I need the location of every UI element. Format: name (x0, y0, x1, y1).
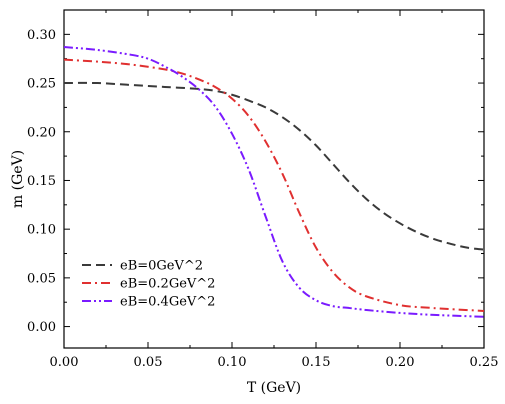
y-tick-label: 0.20 (27, 125, 56, 140)
x-tick-label: 0.05 (134, 355, 163, 370)
series-layer (63, 46, 485, 318)
x-tick-label: 0.20 (386, 355, 415, 370)
series-line-1 (63, 81, 485, 251)
legend-label: eB=0.2GeV^2 (120, 277, 215, 292)
series-line-2 (63, 58, 485, 312)
x-axis: 0.00 0.05 0.10 0.15 0.20 0.25 (50, 10, 499, 370)
y-tick-label: 0.10 (27, 223, 56, 238)
legend-label: eB=0GeV^2 (120, 259, 203, 274)
x-tick-label: 0.25 (470, 355, 499, 370)
y-axis-title: m (GeV) (10, 150, 26, 208)
y-tick-label: 0.05 (27, 271, 56, 286)
series-line-3 (63, 46, 485, 318)
y-tick-label: 0.30 (27, 28, 56, 43)
x-axis-title: T (GeV) (247, 380, 301, 396)
x-tick-label: 0.15 (302, 355, 331, 370)
x-tick-label: 0.00 (50, 355, 79, 370)
legend: eB=0GeV^2 eB=0.2GeV^2 eB=0.4GeV^2 (82, 259, 215, 310)
legend-label: eB=0.4GeV^2 (120, 295, 215, 310)
y-axis: 0.00 0.05 0.10 0.15 0.20 0.25 0.30 (27, 28, 484, 335)
y-tick-label: 0.00 (27, 320, 56, 335)
x-tick-label: 0.10 (218, 355, 247, 370)
y-tick-label: 0.25 (27, 77, 56, 92)
y-tick-label: 0.15 (27, 174, 56, 189)
